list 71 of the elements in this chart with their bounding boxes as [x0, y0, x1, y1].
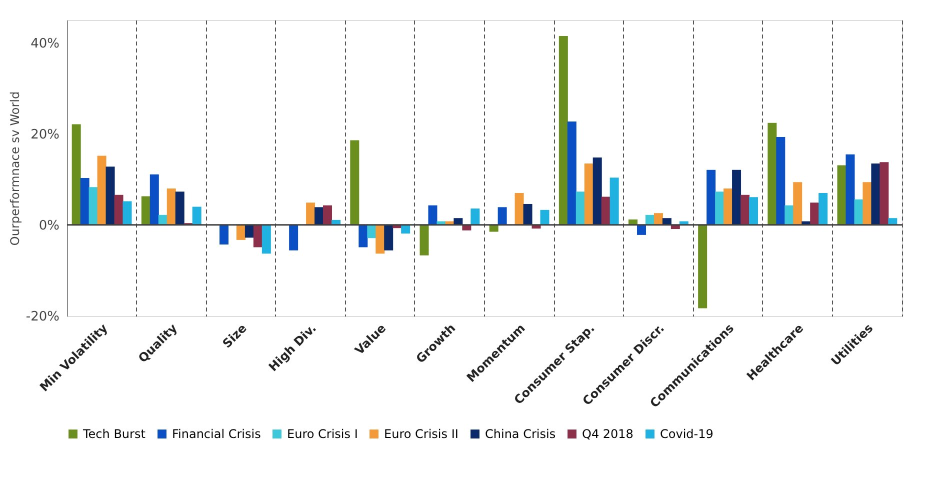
bar — [88, 187, 98, 225]
legend-label: Q4 2018 — [582, 427, 634, 441]
bar — [584, 163, 594, 225]
bar — [236, 224, 246, 240]
bar — [489, 224, 498, 232]
bar — [462, 224, 472, 230]
bar — [846, 154, 855, 225]
y-axis-title: Ourperformnace sv World — [8, 91, 22, 246]
bar — [150, 174, 159, 225]
bar — [97, 156, 106, 225]
bar — [166, 188, 176, 225]
bar — [749, 197, 758, 225]
bar — [428, 205, 438, 225]
bar — [175, 192, 184, 225]
bar — [514, 193, 524, 225]
bar — [768, 122, 777, 225]
bar — [401, 224, 410, 234]
bar — [523, 204, 532, 225]
bar — [323, 205, 332, 225]
bar — [314, 207, 324, 225]
bar — [740, 194, 750, 225]
bar — [80, 178, 90, 225]
bar — [420, 224, 429, 256]
bar — [793, 182, 802, 225]
bar — [350, 140, 360, 225]
legend-label: Euro Crisis I — [287, 427, 358, 441]
bar — [192, 206, 202, 225]
bar — [141, 196, 150, 225]
bar — [567, 122, 576, 225]
bar — [376, 224, 385, 254]
bar — [384, 224, 394, 250]
bar — [470, 208, 480, 225]
bar — [610, 178, 619, 225]
y-tick-label: 0% — [38, 218, 60, 234]
bar — [289, 224, 298, 250]
bar — [122, 201, 132, 225]
bar — [72, 124, 81, 225]
legend-label: Tech Burst — [82, 427, 146, 441]
bar — [636, 224, 646, 235]
bar — [498, 207, 507, 225]
bar — [592, 158, 602, 225]
bar — [262, 224, 271, 254]
bar — [654, 213, 663, 225]
bar — [776, 137, 786, 225]
bar — [732, 170, 742, 225]
bar — [880, 162, 889, 225]
bar — [724, 188, 733, 225]
bar — [358, 224, 368, 248]
y-tick-label: -20% — [26, 310, 60, 324]
bar — [219, 224, 228, 245]
bar — [854, 199, 864, 225]
legend-label: Covid-19 — [660, 427, 714, 441]
bar — [715, 192, 724, 225]
bar — [698, 224, 708, 308]
legend-label: Financial Crisis — [172, 427, 261, 441]
bar — [601, 196, 610, 225]
legend-label: China Crisis — [485, 427, 556, 441]
bar — [558, 36, 568, 225]
bar — [871, 163, 880, 225]
bar — [576, 192, 585, 225]
bar — [810, 202, 820, 225]
legend-label: Euro Crisis II — [384, 427, 458, 441]
bar — [253, 224, 262, 248]
bar — [862, 182, 872, 225]
bar — [306, 202, 316, 225]
y-tick-label: 20% — [30, 127, 60, 142]
bar — [106, 166, 115, 225]
bar — [818, 193, 828, 225]
y-tick-label: 40% — [30, 36, 60, 52]
bar — [540, 210, 550, 225]
bar — [706, 170, 716, 225]
